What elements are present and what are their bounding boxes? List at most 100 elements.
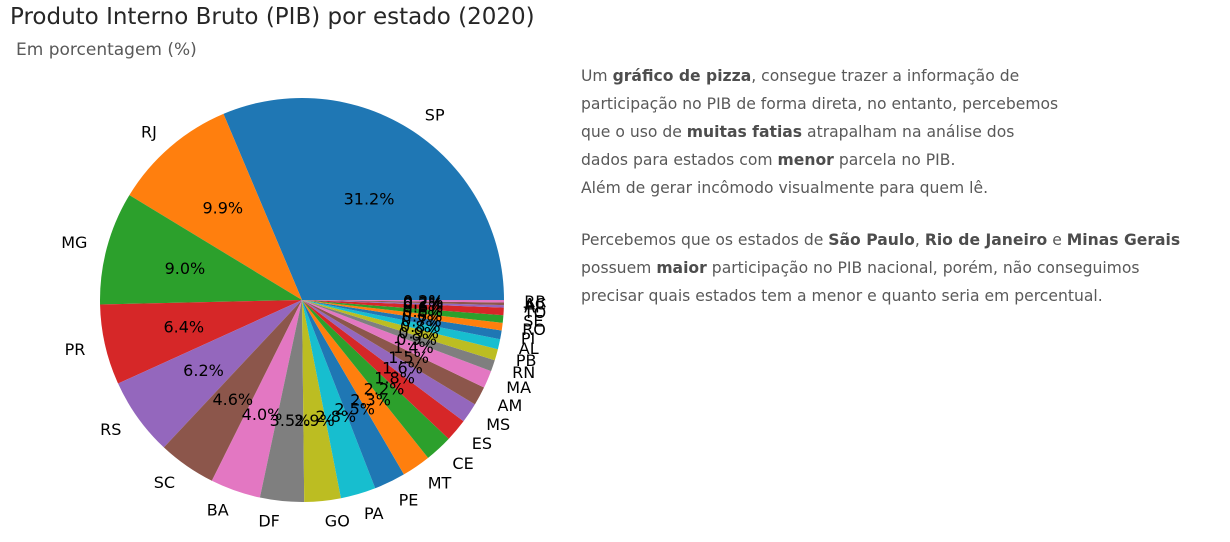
pie-slice-rs: [118, 300, 302, 448]
pie-slice-ac: [302, 300, 504, 306]
slice-value-label: 1.5%: [388, 348, 429, 367]
chart-subtitle: Em porcentagem (%): [16, 40, 197, 60]
annotation-fragment: que o uso de: [581, 123, 687, 141]
slice-value-label: 0.2%: [403, 293, 444, 312]
slice-category-label: PI: [521, 329, 535, 348]
slice-value-label: 9.9%: [202, 199, 243, 218]
slice-value-label: 0.9%: [396, 330, 437, 349]
pie-slice-sc: [163, 300, 302, 481]
annotation-emphasis: Rio de Janeiro: [924, 231, 1048, 249]
slice-value-label: 4.0%: [242, 405, 283, 424]
slice-category-label: MS: [486, 415, 510, 434]
slice-value-label: 3.5%: [270, 411, 311, 430]
annotation-fragment: Além de gerar incômodo visualmente para …: [581, 179, 989, 197]
annotation-line: Percebemos que os estados de São Paulo, …: [581, 226, 1226, 254]
pie-slice-pr: [100, 300, 302, 384]
pie-slice-rn: [302, 300, 495, 372]
slice-category-label: ES: [472, 434, 492, 453]
slice-category-label: RJ: [141, 122, 157, 141]
pie-slice-sp: [223, 98, 504, 300]
annotation-fragment: participação no PIB de forma direta, no …: [581, 95, 1059, 113]
slice-category-label: SP: [425, 105, 445, 124]
annotation-line: Um gráfico de pizza, consegue trazer a i…: [581, 62, 1226, 90]
pie-slice-ap: [302, 300, 504, 308]
slice-category-label: MG: [61, 233, 87, 252]
slice-category-label: SC: [154, 473, 175, 492]
slice-category-label: MT: [428, 474, 452, 493]
annotation-line: Além de gerar incômodo visualmente para …: [581, 174, 1226, 202]
slice-category-label: SE: [523, 312, 543, 331]
pie-slice-pe: [302, 300, 404, 489]
slice-category-label: RR: [524, 292, 546, 311]
slice-value-label: 0.6%: [403, 297, 444, 316]
slice-category-label: AC: [524, 295, 546, 314]
annotation-line: participação no PIB de forma direta, no …: [581, 90, 1226, 118]
pie-slice-to: [302, 300, 504, 316]
pie-slice-ce: [302, 300, 449, 458]
annotation-fragment: Percebemos que os estados de: [581, 231, 829, 249]
slice-category-label: CE: [452, 454, 473, 473]
annotation-text: Um gráfico de pizza, consegue trazer a i…: [581, 62, 1226, 310]
pie-slice-al: [302, 300, 501, 350]
paragraph-spacer: [581, 202, 1226, 226]
slice-category-label: PR: [65, 340, 86, 359]
slice-category-label: RO: [522, 320, 546, 339]
slice-category-label: TO: [523, 303, 546, 322]
slice-value-label: 0.6%: [402, 302, 443, 321]
slice-category-label: RS: [100, 420, 121, 439]
annotation-line: dados para estados com menor parcela no …: [581, 146, 1226, 174]
pie-slice-se: [302, 300, 504, 323]
annotation-fragment: , consegue trazer a informação de: [751, 67, 1020, 85]
slice-category-label: PA: [364, 504, 384, 523]
pie-slice-rj: [129, 113, 302, 301]
annotation-fragment: participação no PIB nacional, porém, não…: [706, 259, 1140, 277]
slice-value-label: 0.9%: [398, 323, 439, 342]
slice-value-label: 1.4%: [393, 338, 434, 357]
pie-slice-ms: [302, 300, 475, 422]
slice-value-label: 31.2%: [344, 190, 395, 209]
chart-title: Produto Interno Bruto (PIB) por estado (…: [10, 4, 535, 30]
annotation-fragment: dados para estados com: [581, 151, 778, 169]
slice-category-label: PB: [516, 351, 537, 370]
slice-value-label: 2.8%: [315, 407, 356, 426]
annotation-line: possuem maior participação no PIB nacion…: [581, 254, 1226, 282]
slice-value-label: 0.8%: [400, 317, 441, 336]
slice-category-label: MA: [506, 378, 531, 397]
slice-value-label: 0.6%: [402, 307, 443, 326]
slice-category-label: AP: [524, 298, 545, 317]
annotation-emphasis: São Paulo: [828, 231, 915, 249]
slice-value-label: 2.9%: [294, 411, 335, 430]
slice-category-label: RN: [512, 363, 535, 382]
pie-slice-am: [302, 300, 485, 405]
annotation-fragment: parcela no PIB.: [833, 151, 956, 169]
annotation-emphasis: menor: [777, 151, 834, 169]
annotation-fragment: ,: [914, 231, 925, 249]
pie-slice-go: [302, 300, 341, 502]
slice-category-label: PE: [399, 491, 419, 510]
pie-slice-ma: [302, 300, 492, 388]
annotation-line: precisar quais estados tem a menor e qua…: [581, 282, 1226, 310]
slice-value-label: 2.3%: [350, 390, 391, 409]
pie-slice-pa: [302, 300, 376, 499]
pie-slice-pb: [302, 300, 498, 361]
pie-slice-mt: [302, 300, 429, 475]
slice-value-label: 2.2%: [364, 380, 405, 399]
slice-value-label: 4.6%: [212, 390, 253, 409]
pie-slice-ro: [302, 300, 503, 331]
annotation-emphasis: Minas Gerais: [1066, 231, 1181, 249]
slice-value-label: 0.7%: [401, 311, 442, 330]
slice-value-label: 6.4%: [163, 317, 204, 336]
slice-value-label: 0.2%: [403, 294, 444, 313]
slice-value-label: 0.2%: [403, 291, 444, 310]
pie-chart: 31.2% 9.9% 9.0% 6.4% 6.2% 4.6%4.0%3.5%2.9%2.8…: [61, 98, 546, 531]
annotation-line: que o uso de muitas fatias atrapalham na…: [581, 118, 1226, 146]
slice-value-label: 6.2%: [183, 361, 224, 380]
slice-category-label: AL: [519, 339, 539, 358]
pie-slice-mg: [100, 195, 302, 305]
annotation-emphasis: gráfico de pizza: [612, 67, 752, 85]
slice-category-label: DF: [258, 512, 280, 531]
slice-value-label: 1.8%: [374, 369, 415, 388]
annotation-fragment: precisar quais estados tem a menor e qua…: [581, 287, 1103, 305]
annotation-fragment: atrapalham na análise dos: [802, 123, 1015, 141]
annotation-fragment: e: [1047, 231, 1067, 249]
